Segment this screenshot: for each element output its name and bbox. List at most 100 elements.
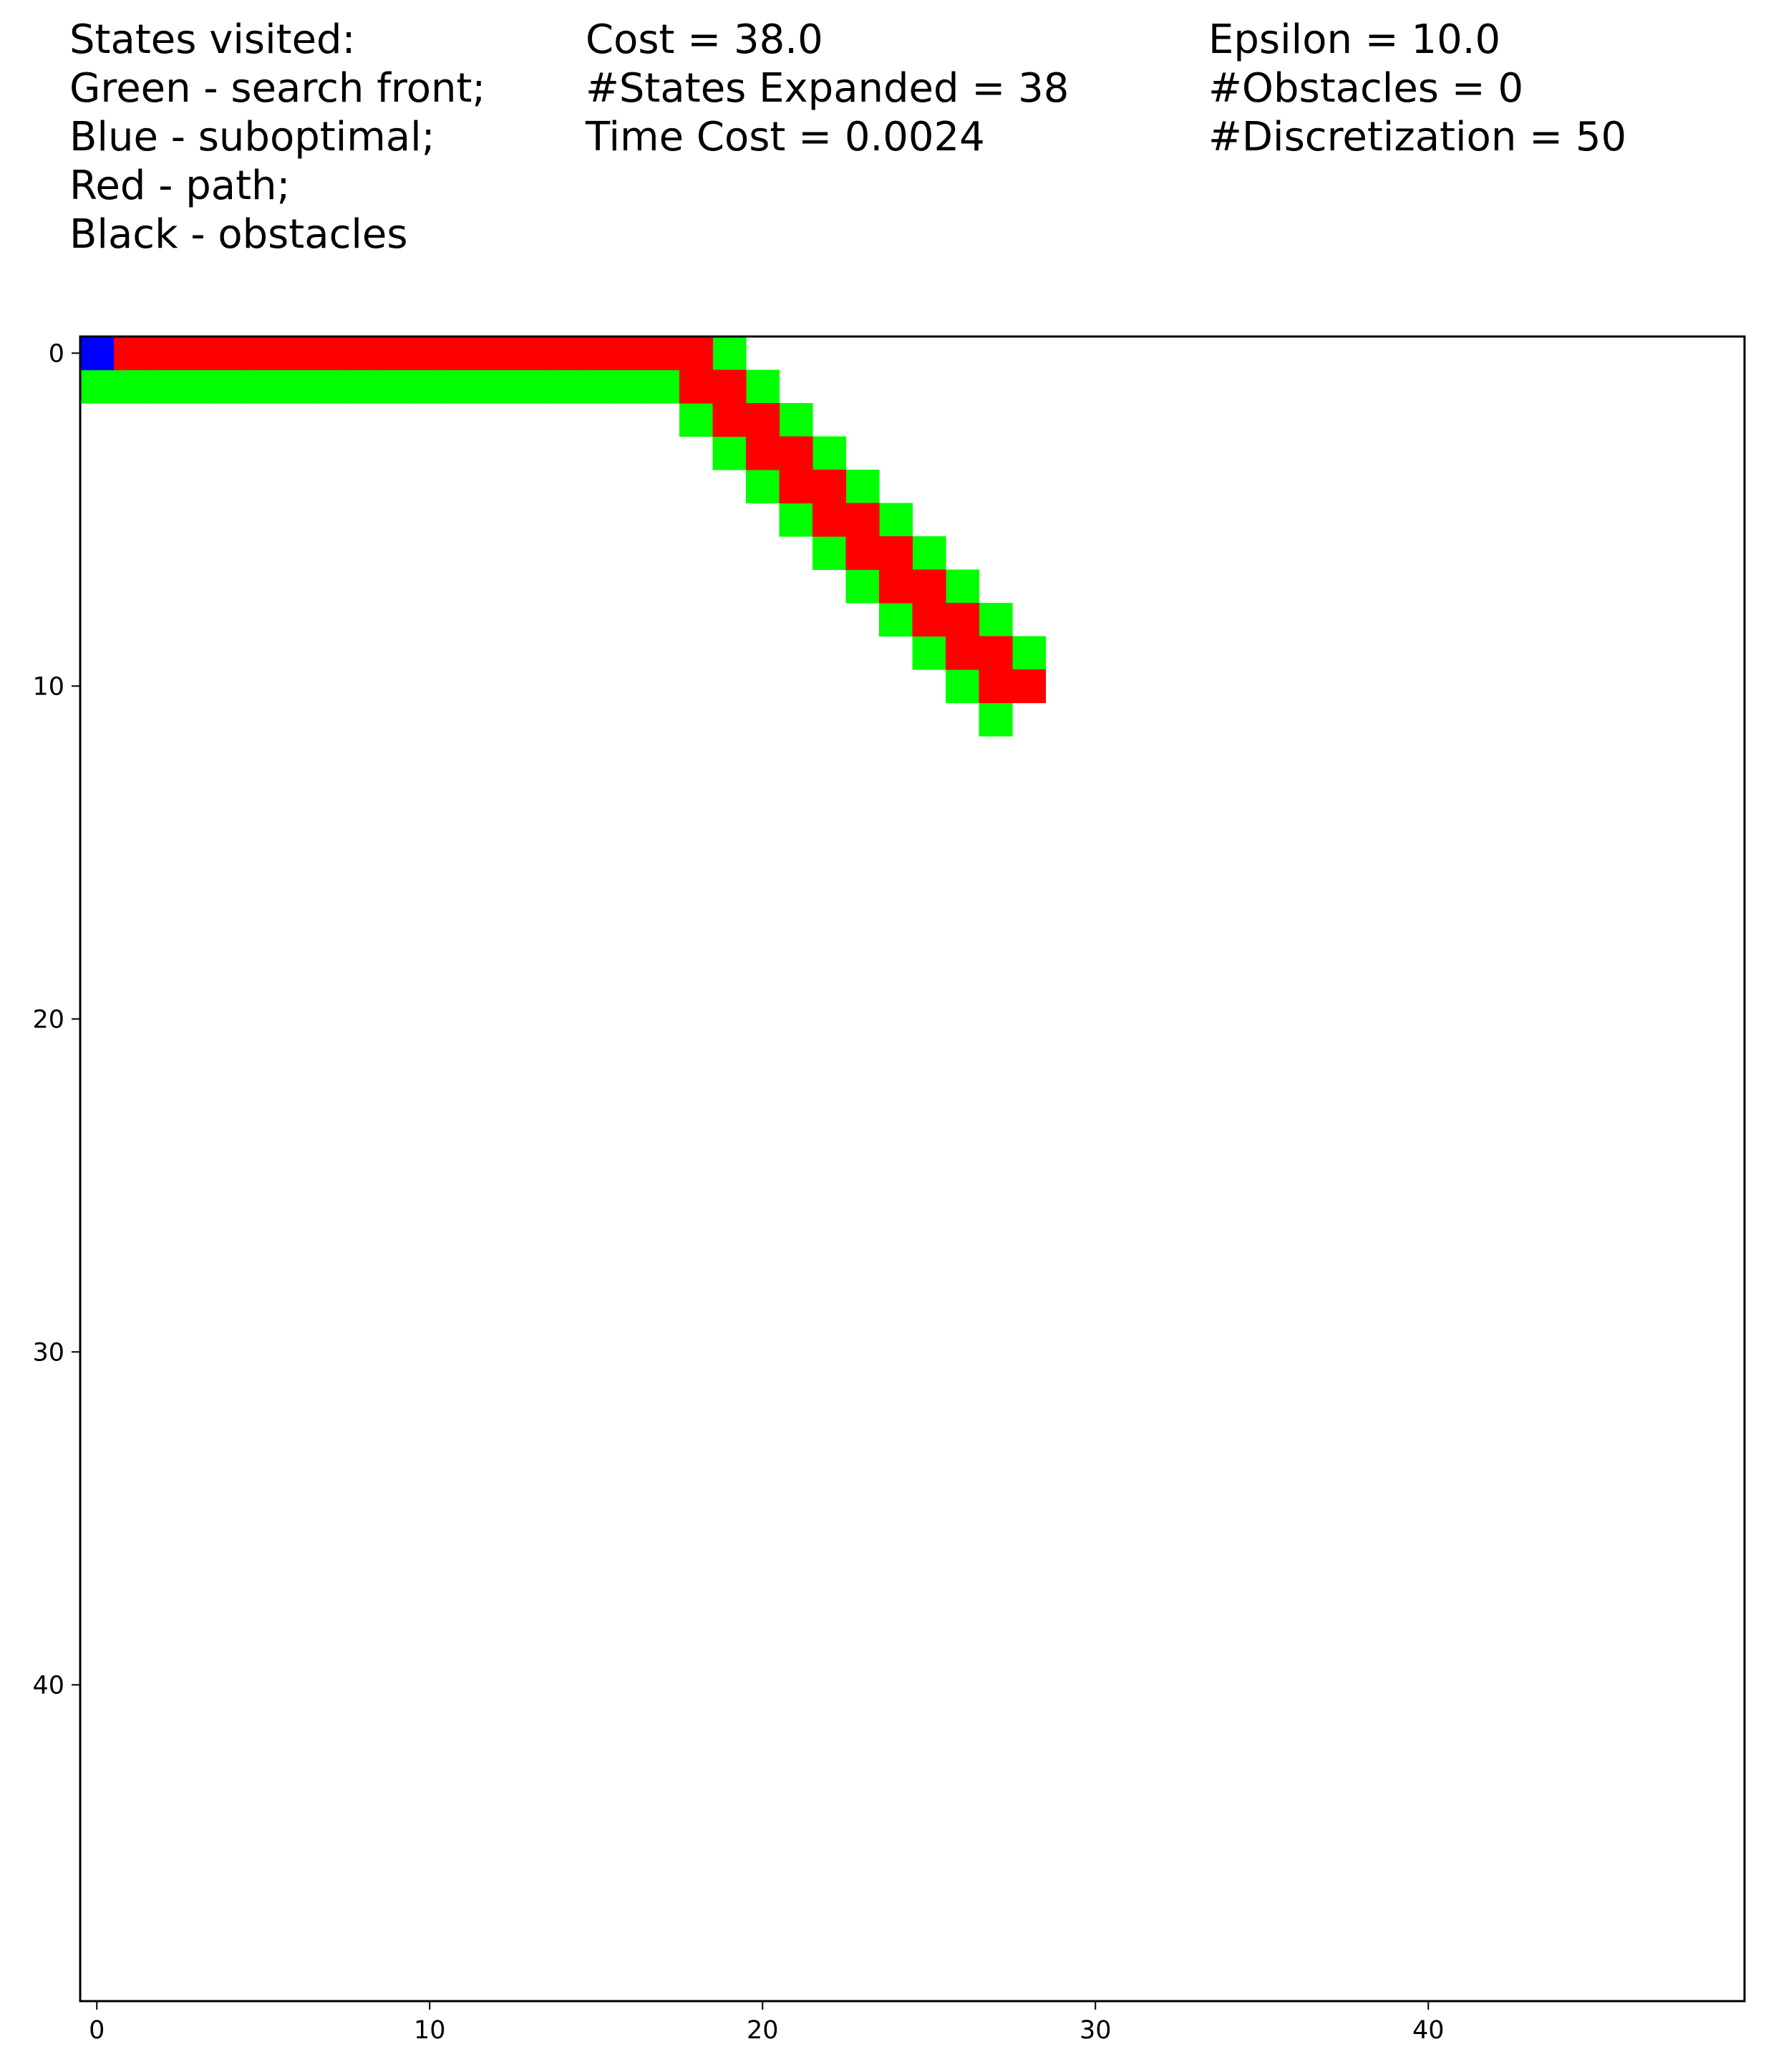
y-tick-label: 40 <box>32 1671 64 1700</box>
cells-layer <box>80 337 1047 737</box>
path-cell <box>679 369 714 404</box>
search-front-cell <box>513 369 547 404</box>
stat-states-expanded: #States Expanded = 38 <box>586 65 1069 112</box>
search-front-cell <box>546 369 581 404</box>
search-front-cell <box>113 369 147 404</box>
path-cell <box>480 337 514 371</box>
params-column-3: Epsilon = 10.0 #Obstacles = 0 #Discretiz… <box>1208 16 1626 162</box>
search-front-cell <box>446 369 480 404</box>
search-front-cell <box>779 403 813 437</box>
path-cell <box>845 536 880 571</box>
path-cell <box>546 337 581 371</box>
search-front-cell <box>746 470 780 504</box>
search-front-cell <box>879 603 913 637</box>
path-cell <box>746 403 780 437</box>
search-front-cell <box>379 369 414 404</box>
path-cell <box>147 337 181 371</box>
search-front-cell <box>845 569 880 604</box>
ticks-layer: 0 10 20 30 40 0 10 20 30 40 <box>32 339 1444 2045</box>
stats-column-2: Cost = 38.0 #States Expanded = 38 Time C… <box>586 16 1069 162</box>
search-front-cell <box>213 369 248 404</box>
search-front-cell <box>812 436 847 470</box>
path-cell <box>113 337 147 371</box>
path-cell <box>879 536 913 571</box>
path-cell <box>646 337 680 371</box>
search-front-cell <box>679 403 714 437</box>
path-cell <box>446 337 480 371</box>
search-front-cell <box>313 369 347 404</box>
x-tick-label: 30 <box>1080 2016 1112 2045</box>
path-cell <box>712 369 747 404</box>
path-cell <box>313 337 347 371</box>
search-front-cell <box>1012 636 1047 670</box>
y-tick-label: 30 <box>32 1338 64 1367</box>
legend-red-path: Red - path; <box>69 163 291 209</box>
search-front-cell <box>712 436 747 470</box>
path-cell <box>779 470 813 504</box>
stat-cost: Cost = 38.0 <box>586 16 823 63</box>
path-cell <box>746 436 780 470</box>
legend-column-1: States visited: Green - search front; Bl… <box>69 16 485 259</box>
param-epsilon: Epsilon = 10.0 <box>1208 16 1501 63</box>
path-cell <box>912 569 946 604</box>
search-front-cell <box>246 369 281 404</box>
y-tick-label: 20 <box>32 1005 64 1034</box>
path-cell <box>1012 669 1047 704</box>
path-cell <box>379 337 414 371</box>
path-cell <box>712 403 747 437</box>
search-front-cell <box>912 536 946 571</box>
legend-states-visited: States visited: <box>69 16 356 63</box>
path-cell <box>979 636 1013 670</box>
path-cell <box>946 636 980 670</box>
search-front-cell <box>346 369 381 404</box>
x-tick-label: 10 <box>414 2016 446 2045</box>
path-cell <box>346 337 381 371</box>
search-front-cell <box>480 369 514 404</box>
path-cell <box>246 337 281 371</box>
suboptimal-cell <box>80 337 115 371</box>
search-front-cell <box>779 503 813 537</box>
search-front-cell <box>979 603 1013 637</box>
path-cell <box>513 337 547 371</box>
x-tick-label: 20 <box>747 2016 779 2045</box>
path-cell <box>845 503 880 537</box>
search-front-cell <box>413 369 447 404</box>
legend-green-search-front: Green - search front; <box>69 65 486 112</box>
search-front-cell <box>712 337 747 371</box>
search-front-cell <box>646 369 680 404</box>
path-cell <box>413 337 447 371</box>
plot-frame <box>79 335 1746 2003</box>
path-cell <box>946 603 980 637</box>
path-cell <box>979 669 1013 704</box>
path-cell <box>812 470 847 504</box>
path-cell <box>879 569 913 604</box>
search-front-cell <box>280 369 314 404</box>
stat-time-cost: Time Cost = 0.0024 <box>586 114 985 160</box>
y-tick-label: 0 <box>49 339 64 368</box>
x-tick-label: 40 <box>1412 2016 1445 2045</box>
search-front-cell <box>979 702 1013 737</box>
search-front-cell <box>812 536 847 571</box>
y-tick-label: 10 <box>32 672 64 701</box>
search-front-cell <box>180 369 214 404</box>
param-discretization: #Discretization = 50 <box>1208 114 1627 160</box>
path-cell <box>679 337 714 371</box>
search-front-cell <box>613 369 647 404</box>
search-front-cell <box>80 369 115 404</box>
search-front-cell <box>579 369 613 404</box>
path-cell <box>180 337 214 371</box>
path-cell <box>613 337 647 371</box>
search-front-cell <box>946 669 980 704</box>
path-cell <box>579 337 613 371</box>
path-cell <box>779 436 813 470</box>
x-tick-label: 0 <box>89 2016 105 2045</box>
path-cell <box>280 337 314 371</box>
legend-black-obstacles: Black - obstacles <box>69 211 408 258</box>
search-front-cell <box>147 369 181 404</box>
path-cell <box>812 503 847 537</box>
param-obstacles: #Obstacles = 0 <box>1208 65 1524 112</box>
search-front-cell <box>879 503 913 537</box>
search-front-cell <box>912 636 946 670</box>
search-front-cell <box>845 470 880 504</box>
